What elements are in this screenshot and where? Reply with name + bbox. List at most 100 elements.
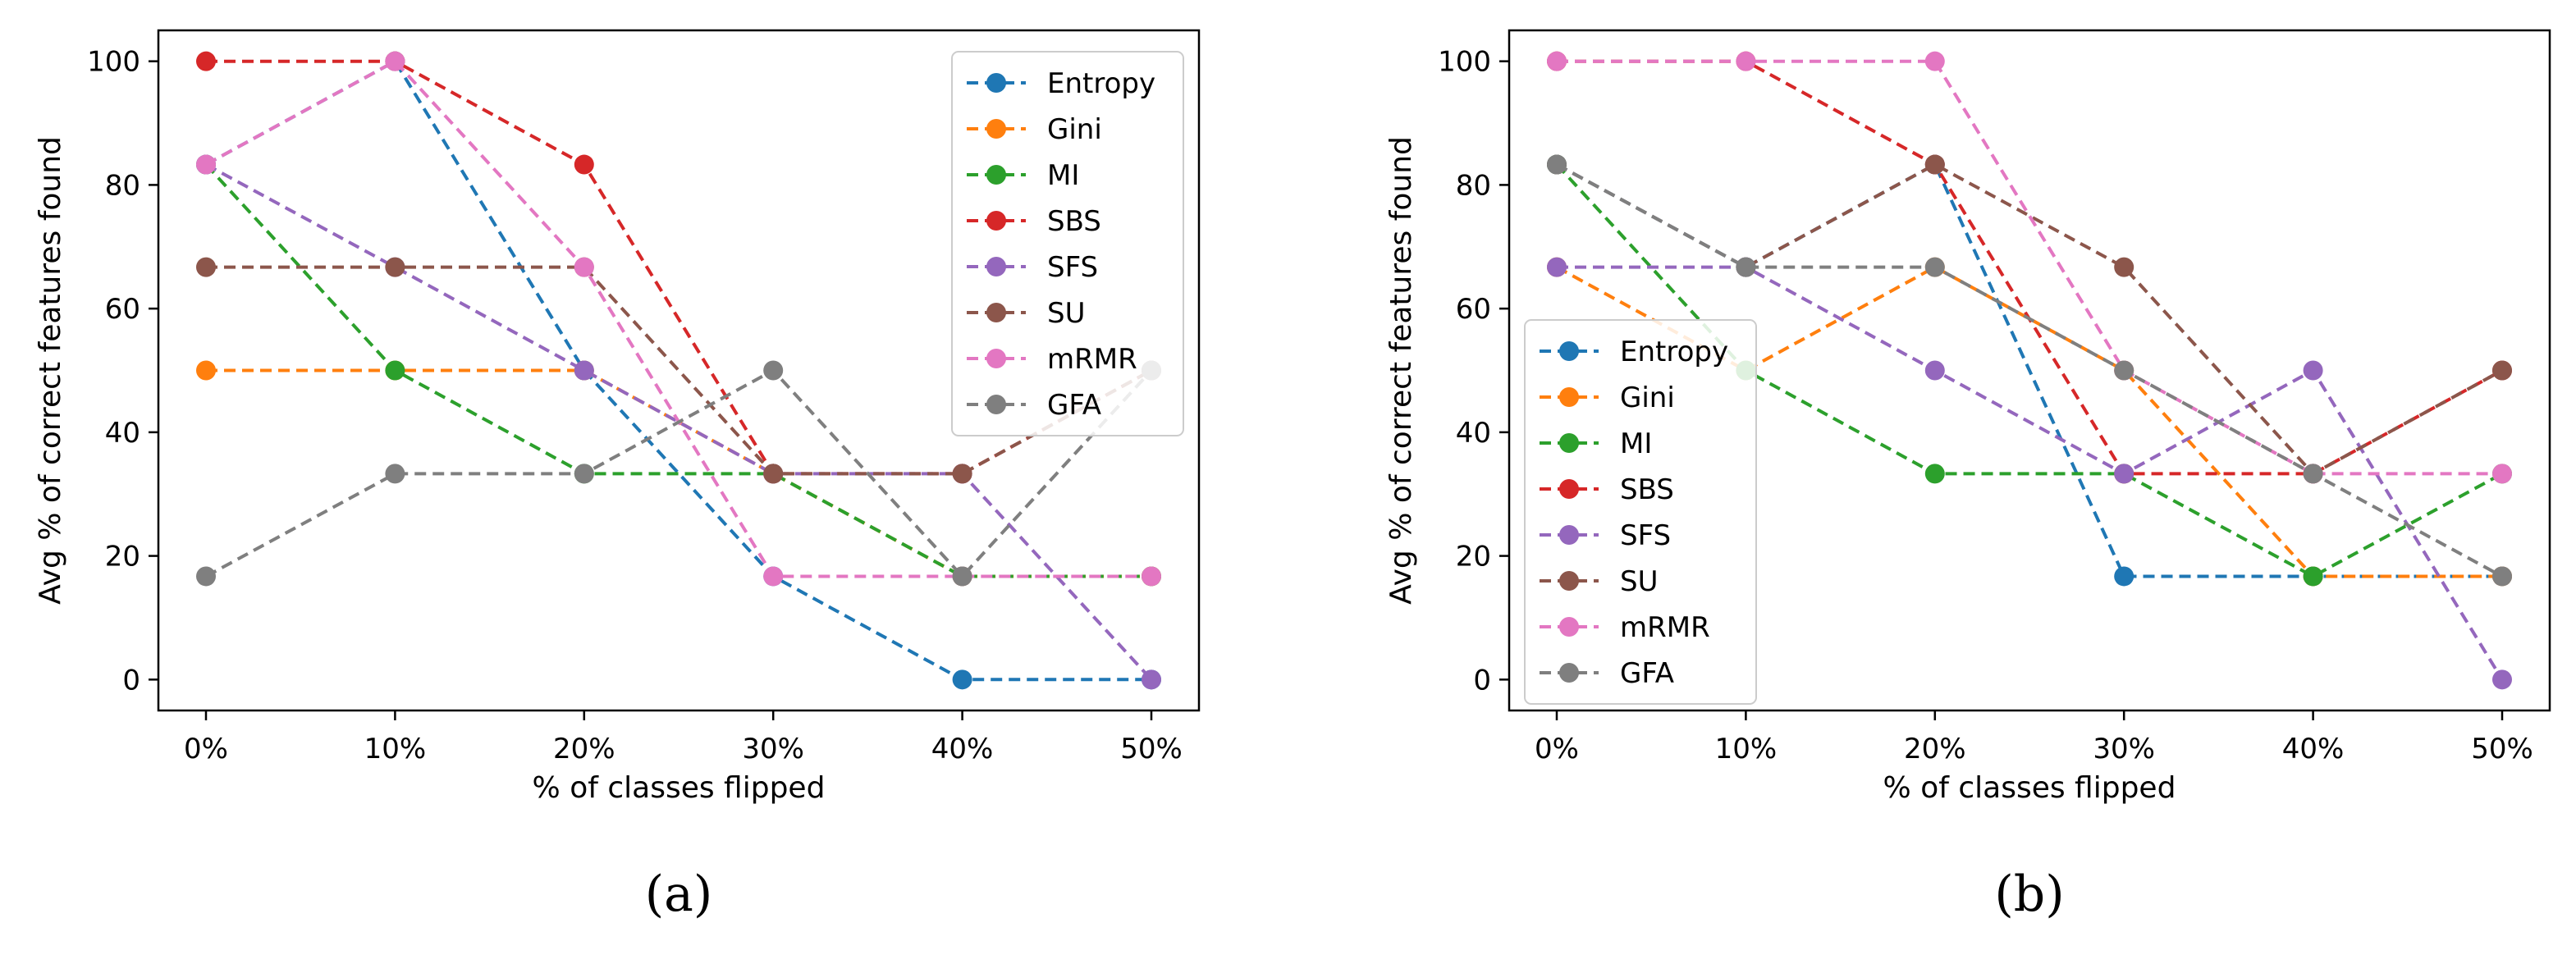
x-axis-title: % of classes flipped: [1883, 771, 2176, 805]
legend-marker: [1559, 341, 1579, 361]
legend-marker: [1559, 571, 1579, 591]
legend-entry-sbs: SBS: [1540, 473, 1674, 506]
legend-label: Entropy: [1047, 67, 1155, 100]
series-gfa: [1547, 154, 2512, 587]
y-tick-label: 100: [87, 46, 140, 79]
data-point-mrmr: [763, 566, 784, 587]
panel-label: (b): [1994, 866, 2064, 923]
x-tick-label: 10%: [364, 733, 427, 765]
legend-entry-gfa: GFA: [967, 389, 1101, 422]
chart-panel-a: 0% 10% 20% 30% 40% 50% 0 20 40 60 80 100 % of classe…: [34, 29, 1201, 923]
x-tick-label: 0%: [1535, 733, 1579, 765]
y-tick-label: 60: [1456, 293, 1491, 326]
legend-entry-gini: Gini: [967, 113, 1102, 146]
data-point-mi: [2303, 566, 2323, 587]
legend: Entropy Gini MI SBS SFS SU mRMR GFA: [951, 51, 1184, 436]
legend-label: GFA: [1620, 657, 1674, 690]
data-point-mrmr: [1924, 51, 1945, 71]
series-line-gini: [1556, 265, 2502, 578]
series-line-gfa: [1556, 162, 2503, 578]
legend-box: [951, 51, 1184, 436]
legend-marker: [986, 349, 1006, 368]
legend-marker: [986, 165, 1006, 185]
legend-entry-mi: MI: [1540, 427, 1652, 460]
legend-entry-sbs: SBS: [967, 205, 1101, 238]
x-tick-label: 30%: [742, 733, 804, 765]
legend-label: SFS: [1620, 519, 1671, 552]
chart-panel-b: 0% 10% 20% 30% 40% 50% 0 20 40 60 80 100 % of classe…: [1384, 29, 2551, 923]
legend-label: SBS: [1047, 205, 1101, 238]
y-tick-label: 0: [1473, 664, 1491, 697]
legend-marker: [986, 73, 1006, 93]
data-point-mrmr: [574, 257, 594, 277]
series-line-su: [1556, 162, 2503, 476]
legend-label: Gini: [1620, 381, 1675, 414]
x-tick-label: 40%: [931, 733, 994, 765]
panel-label: (a): [645, 866, 713, 923]
data-point-su: [763, 464, 784, 484]
x-tick-label: 50%: [2471, 733, 2533, 765]
legend-entry-gini: Gini: [1540, 381, 1675, 414]
data-point-sfs: [2492, 669, 2512, 690]
legend-box: [1524, 319, 1757, 705]
data-point-mrmr: [2492, 464, 2512, 484]
plot-frame: [157, 29, 1201, 712]
y-axis-title: Avg % of correct features found: [34, 136, 67, 605]
legend-marker: [1559, 479, 1579, 499]
data-point-sfs: [574, 360, 594, 381]
data-point-su: [196, 257, 216, 277]
data-point-entropy: [2114, 566, 2134, 587]
legend-label: mRMR: [1620, 611, 1710, 644]
data-point-gini: [196, 360, 216, 381]
data-point-sfs: [2114, 464, 2134, 484]
legend-marker: [986, 303, 1006, 322]
legend-marker: [1559, 525, 1579, 545]
legend-entry-sfs: SFS: [1540, 519, 1671, 552]
data-point-sfs: [2303, 360, 2323, 381]
data-point-su: [952, 464, 972, 484]
data-point-gfa: [2303, 464, 2323, 484]
data-point-sbs: [196, 51, 216, 71]
data-point-sfs: [1924, 360, 1945, 381]
data-point-gfa: [385, 464, 405, 484]
data-point-gfa: [1547, 154, 1567, 175]
legend: Entropy Gini MI SBS SFS SU mRMR GFA: [1524, 319, 1757, 705]
legend-label: SBS: [1620, 473, 1674, 506]
legend-marker: [1559, 663, 1579, 683]
series-line-gfa: [205, 368, 1153, 579]
data-point-gfa: [1736, 257, 1756, 277]
y-tick-label: 80: [1456, 169, 1491, 202]
x-tick-label: 50%: [1120, 733, 1183, 765]
data-point-mrmr: [1142, 566, 1161, 587]
legend-entry-mrmr: mRMR: [967, 343, 1137, 376]
x-tick-label: 10%: [1715, 733, 1778, 765]
legend-marker: [1559, 387, 1579, 407]
legend-marker: [986, 395, 1006, 414]
y-tick-label: 80: [105, 169, 140, 202]
legend-entry-entropy: Entropy: [967, 67, 1155, 100]
legend-label: SFS: [1047, 251, 1098, 284]
y-tick-label: 20: [1456, 541, 1491, 573]
legend-label: Entropy: [1620, 336, 1728, 368]
data-point-su: [1924, 154, 1945, 175]
plot-frame: [1508, 29, 2551, 712]
legend-label: GFA: [1047, 389, 1101, 422]
data-point-mrmr: [1547, 51, 1567, 71]
series-line-mi: [204, 163, 1151, 578]
y-tick-label: 60: [105, 293, 140, 326]
legend-entry-gfa: GFA: [1540, 657, 1674, 690]
data-point-sfs: [1142, 669, 1161, 690]
data-point-mi: [385, 360, 405, 381]
data-point-mrmr: [1736, 51, 1756, 71]
x-tick-label: 40%: [2282, 733, 2345, 765]
data-point-su: [2492, 360, 2512, 381]
legend-entry-su: SU: [1540, 565, 1658, 598]
data-point-gfa: [574, 464, 594, 484]
y-tick-label: 100: [1438, 46, 1491, 79]
legend-marker: [986, 119, 1006, 139]
data-point-mi: [1924, 464, 1945, 484]
y-tick-label: 40: [105, 417, 140, 450]
legend-label: mRMR: [1047, 343, 1137, 376]
legend-entry-mrmr: mRMR: [1540, 611, 1710, 644]
